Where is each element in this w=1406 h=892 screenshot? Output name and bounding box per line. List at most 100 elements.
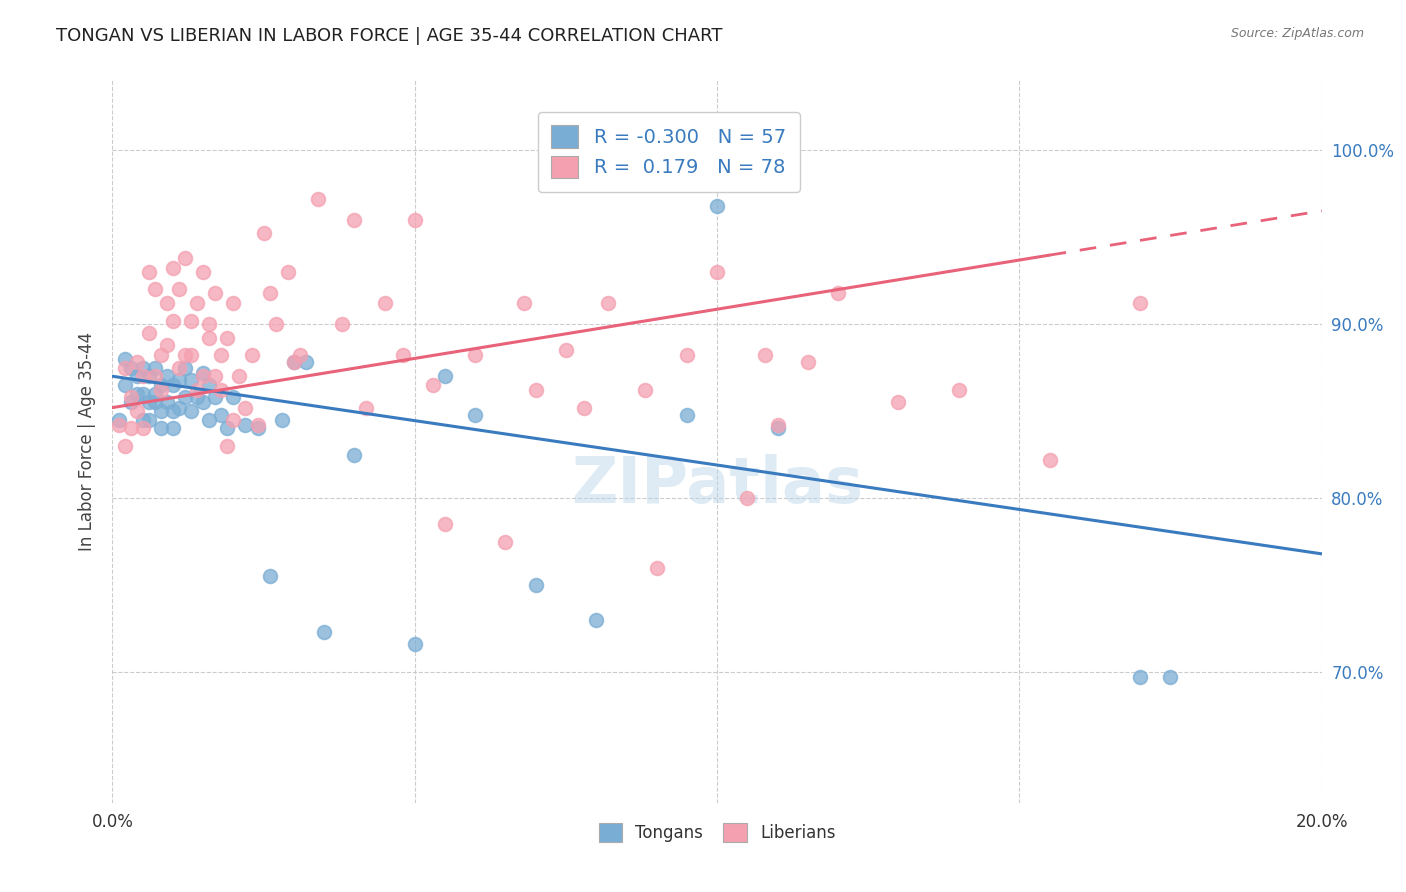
Point (167, 401, 190, 415)
Point (149, 383, 172, 397)
Point (495, 534, 517, 549)
Point (222, 413, 245, 427)
Point (191, 395, 214, 409)
Point (209, 348, 232, 362)
Point (143, 369, 166, 384)
Point (120, 390, 142, 404)
Point (156, 369, 179, 384)
Point (114, 351, 136, 366)
Point (143, 360, 166, 375)
Legend: Tongans, Liberians: Tongans, Liberians (592, 816, 842, 848)
Point (156, 338, 179, 352)
Point (706, 199, 728, 213)
Point (1129, 296, 1152, 310)
Point (138, 413, 160, 427)
Text: Source: ZipAtlas.com: Source: ZipAtlas.com (1230, 27, 1364, 40)
Point (167, 360, 190, 375)
Point (132, 421, 155, 435)
Point (645, 561, 668, 575)
Point (307, 192, 329, 206)
Point (114, 378, 136, 392)
Point (235, 401, 257, 415)
Point (162, 313, 184, 327)
Point (186, 383, 208, 397)
Point (1129, 670, 1152, 684)
Point (554, 343, 576, 358)
Point (283, 355, 305, 369)
Point (512, 296, 534, 310)
Point (167, 373, 190, 387)
Point (391, 348, 413, 362)
Point (796, 355, 818, 369)
Point (270, 413, 292, 427)
Point (585, 613, 607, 627)
Point (125, 355, 148, 369)
Point (314, 625, 336, 640)
Point (706, 265, 728, 279)
Point (217, 331, 239, 345)
Text: TONGAN VS LIBERIAN IN LABOR FORCE | AGE 35-44 CORRELATION CHART: TONGAN VS LIBERIAN IN LABOR FORCE | AGE … (56, 27, 723, 45)
Point (149, 378, 172, 392)
Point (132, 413, 155, 427)
Point (198, 378, 221, 392)
Point (167, 282, 190, 296)
Point (114, 439, 136, 453)
Point (404, 637, 426, 651)
Point (754, 348, 776, 362)
Point (198, 413, 221, 427)
Point (174, 348, 197, 362)
Point (253, 227, 276, 241)
Point (162, 421, 184, 435)
Point (343, 448, 366, 462)
Point (572, 401, 595, 415)
Point (240, 348, 263, 362)
Point (217, 439, 239, 453)
Point (204, 369, 226, 384)
Point (264, 317, 287, 331)
Point (138, 265, 160, 279)
Point (675, 348, 697, 362)
Point (204, 285, 226, 300)
Text: ZIPatlas: ZIPatlas (571, 454, 863, 516)
Point (186, 296, 208, 310)
Point (827, 285, 849, 300)
Point (948, 383, 970, 397)
Point (330, 317, 353, 331)
Point (246, 421, 269, 435)
Point (125, 369, 148, 384)
Point (107, 417, 129, 432)
Point (132, 369, 155, 384)
Point (766, 417, 789, 432)
Point (174, 251, 197, 265)
Point (132, 386, 155, 401)
Point (1038, 452, 1062, 467)
Point (162, 378, 184, 392)
Point (204, 390, 226, 404)
Point (524, 383, 547, 397)
Point (343, 212, 366, 227)
Point (149, 404, 172, 418)
Point (156, 296, 179, 310)
Point (887, 395, 910, 409)
Point (209, 408, 232, 422)
Point (174, 390, 197, 404)
Y-axis label: In Labor Force | Age 35-44: In Labor Force | Age 35-44 (77, 332, 96, 551)
Point (228, 369, 250, 384)
Point (675, 408, 697, 422)
Point (191, 366, 214, 380)
Point (217, 421, 239, 435)
Point (125, 386, 148, 401)
Point (138, 369, 160, 384)
Point (162, 404, 184, 418)
Point (186, 390, 208, 404)
Point (356, 401, 378, 415)
Point (156, 395, 179, 409)
Point (737, 491, 759, 505)
Point (132, 360, 155, 375)
Point (149, 348, 172, 362)
Point (433, 369, 456, 384)
Point (143, 282, 166, 296)
Point (259, 285, 281, 300)
Point (433, 517, 456, 532)
Point (174, 360, 197, 375)
